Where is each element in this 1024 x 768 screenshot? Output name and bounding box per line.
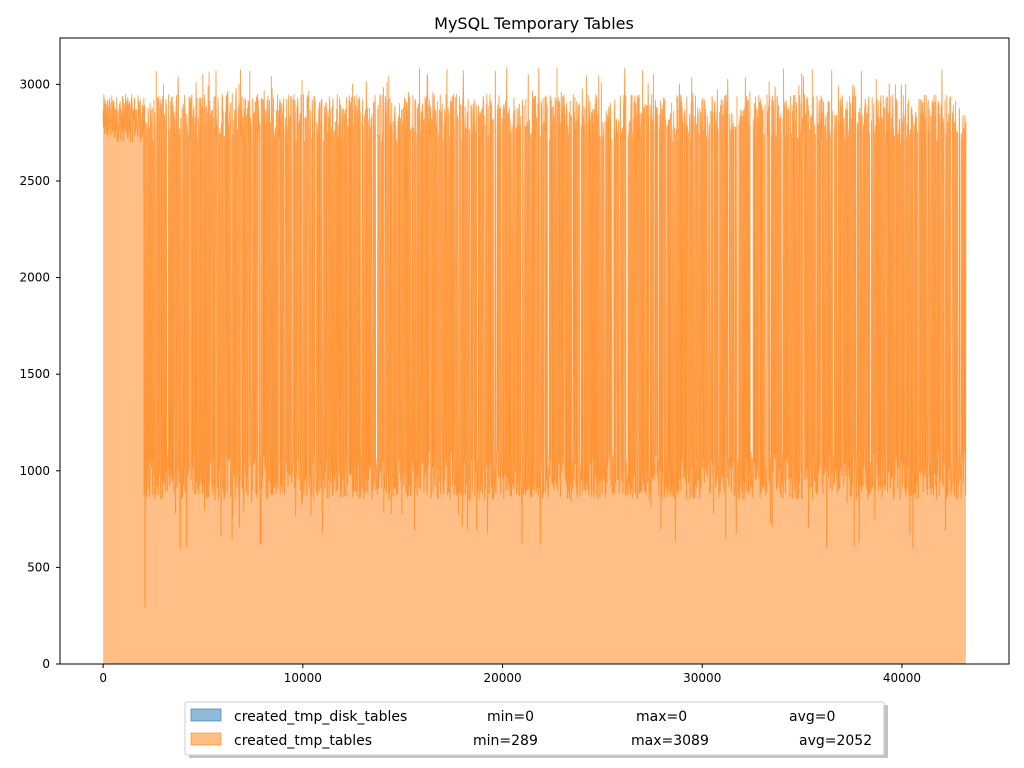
x-tick-label: 0 bbox=[99, 671, 107, 685]
plot-area bbox=[102, 67, 967, 665]
legend-min-created-tmp-disk-tables: min=0 bbox=[487, 709, 534, 725]
legend-label-created-tmp-disk-tables: created_tmp_disk_tables bbox=[234, 709, 407, 725]
x-tick-label: 30000 bbox=[683, 671, 721, 685]
legend-swatch-created-tmp-tables bbox=[190, 732, 222, 746]
legend-label-created-tmp-tables: created_tmp_tables bbox=[234, 733, 372, 749]
y-tick-label: 1000 bbox=[19, 464, 50, 478]
y-tick-label: 2000 bbox=[19, 271, 50, 285]
y-axis: 0 500 1000 1500 2000 2500 3000 bbox=[19, 77, 60, 671]
legend-swatch-created-tmp-disk-tables bbox=[190, 708, 222, 722]
x-tick-label: 20000 bbox=[483, 671, 521, 685]
y-tick-label: 3000 bbox=[19, 77, 50, 91]
chart-title: MySQL Temporary Tables bbox=[434, 14, 634, 33]
legend-max-created-tmp-disk-tables: max=0 bbox=[636, 709, 687, 725]
legend-avg-created-tmp-disk-tables: avg=0 bbox=[789, 709, 835, 725]
series-created-tmp-tables-line bbox=[102, 67, 967, 609]
y-tick-label: 500 bbox=[27, 560, 50, 574]
y-tick-label: 2500 bbox=[19, 174, 50, 188]
x-tick-label: 40000 bbox=[883, 671, 921, 685]
legend-min-created-tmp-tables: min=289 bbox=[473, 733, 538, 749]
plot-frame bbox=[59, 37, 1010, 665]
y-tick-label: 1500 bbox=[19, 367, 50, 381]
legend-avg-created-tmp-tables: avg=2052 bbox=[799, 733, 872, 749]
legend-box bbox=[184, 701, 885, 756]
legend: created_tmp_disk_tables min=0 max=0 avg=… bbox=[184, 701, 888, 758]
y-tick-label: 0 bbox=[42, 657, 50, 671]
x-axis: 0 10000 20000 30000 40000 bbox=[99, 664, 921, 685]
legend-max-created-tmp-tables: max=3089 bbox=[631, 733, 709, 749]
x-tick-label: 10000 bbox=[284, 671, 322, 685]
